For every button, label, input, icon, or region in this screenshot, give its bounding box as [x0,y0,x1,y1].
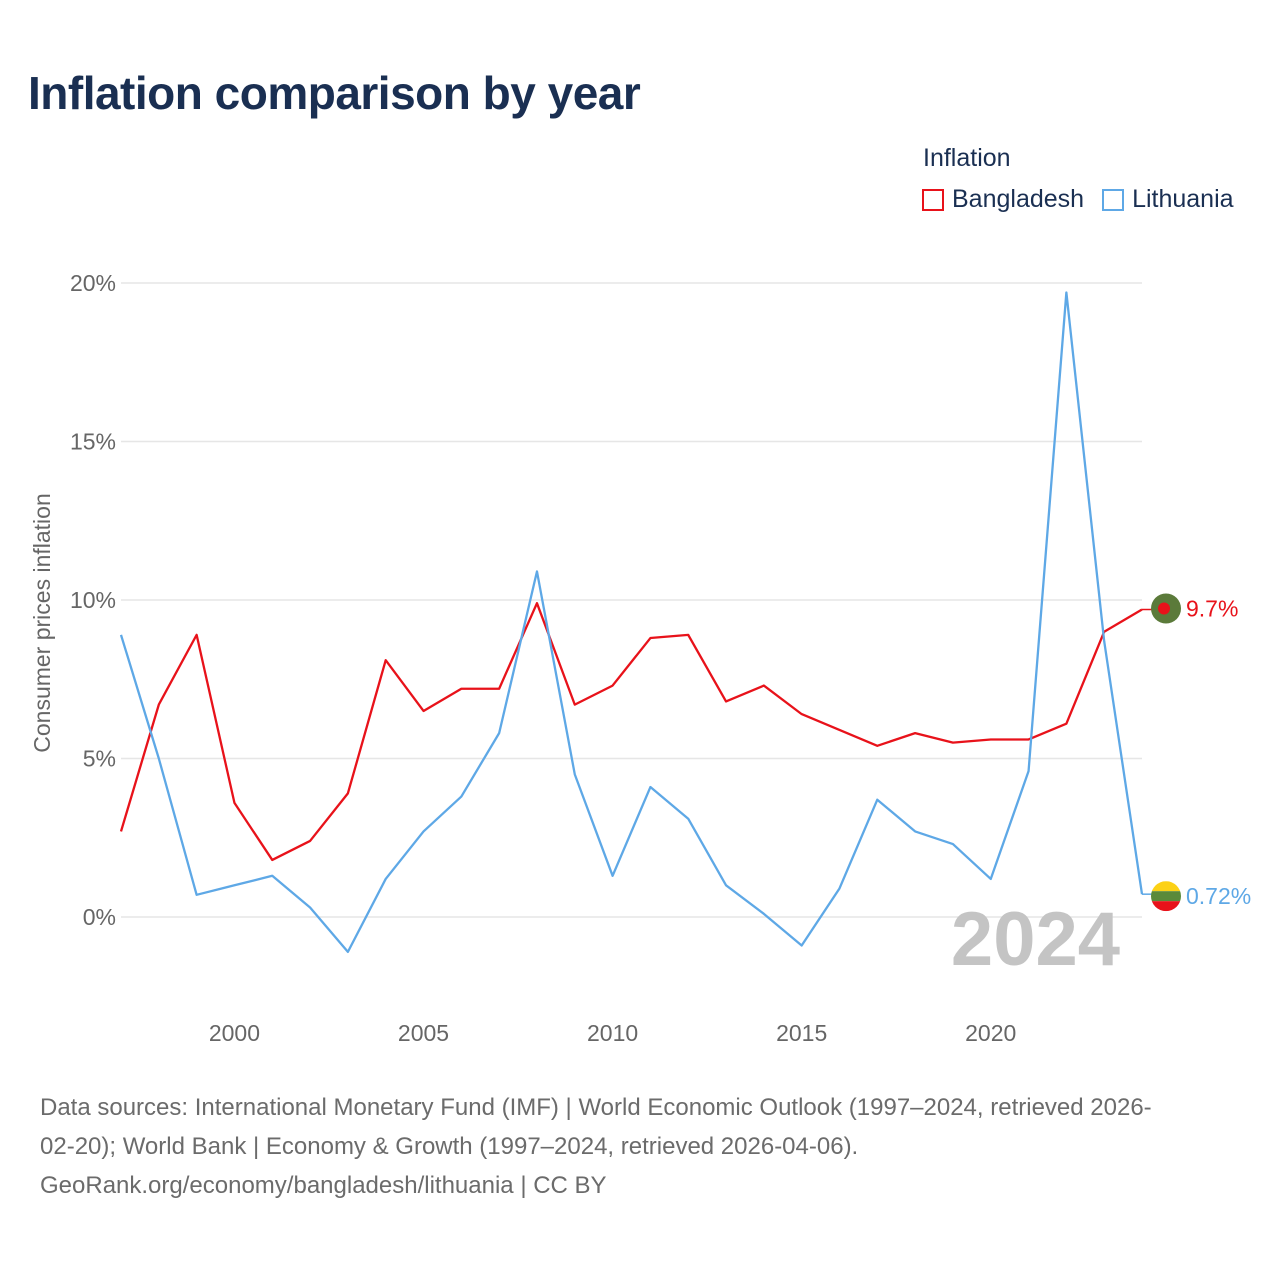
data-point-bangladesh [308,838,313,843]
data-point-lithuania [421,829,426,834]
series-line-bangladesh [119,602,1143,862]
line-chart: 0% 5% 10% 15% 20% 2000 2005 2010 2015 2020 Consume… [29,270,1251,1046]
data-point-lithuania [724,883,729,888]
data-point-lithuania [950,842,955,847]
legend-swatch-lithuania [1102,188,1125,211]
legend-label-lithuania: Lithuania [1132,185,1234,213]
data-point-bangladesh [799,712,804,717]
data-point-lithuania [119,632,124,637]
source-line-2: 02-20); World Bank | Economy & Growth (1… [40,1133,859,1160]
y-tick-label: 20% [70,270,116,296]
legend-label-bangladesh: Bangladesh [952,185,1085,213]
legend-title: Inflation [923,144,1011,172]
flag-lithuania-stripe [1151,891,1181,902]
data-point-lithuania [610,873,615,878]
data-point-lithuania [799,943,804,948]
data-point-lithuania [913,829,918,834]
end-label-lithuania: 0.72% [1186,883,1251,909]
data-point-bangladesh [724,699,729,704]
data-point-bangladesh [497,686,502,691]
data-point-bangladesh [610,683,615,688]
data-point-bangladesh [459,686,464,691]
data-point-bangladesh [383,658,388,663]
y-tick-label: 10% [70,587,116,613]
data-point-bangladesh [648,636,653,641]
source-line-1: Data sources: International Monetary Fun… [40,1094,1152,1121]
data-point-lithuania [686,816,691,821]
data-point-bangladesh [837,727,842,732]
data-point-bangladesh [156,702,161,707]
x-tick-label: 2015 [776,1020,827,1046]
data-point-bangladesh [232,800,237,805]
end-label-bangladesh: 9.7% [1186,596,1238,622]
data-point-bangladesh [270,857,275,862]
data-point-lithuania [572,772,577,777]
data-point-bangladesh [119,829,124,834]
y-tick-label: 0% [83,904,116,930]
data-point-lithuania [459,794,464,799]
data-point-bangladesh [761,683,766,688]
flag-bangladesh-disc [1158,602,1170,615]
flag-lithuania-icon [1151,881,1181,892]
data-point-bangladesh [534,601,539,606]
data-point-lithuania [534,569,539,574]
data-point-lithuania [194,892,199,897]
data-point-lithuania [383,876,388,881]
data-point-bangladesh [421,708,426,713]
data-point-bangladesh [686,632,691,637]
data-point-lithuania [648,785,653,790]
legend-swatch-bangladesh [922,188,944,211]
data-point-bangladesh [194,632,199,637]
data-point-lithuania [875,797,880,802]
y-axis-label: Consumer prices inflation [29,493,55,753]
data-point-bangladesh [572,702,577,707]
y-tick-label: 5% [83,746,116,772]
series-line-lithuania [119,291,1144,954]
data-point-bangladesh [345,791,350,796]
legend-item-bangladesh[interactable]: Bangladesh [922,185,1084,214]
data-point-lithuania [1102,639,1107,644]
data-point-bangladesh [913,731,918,736]
x-tick-label: 2020 [965,1020,1016,1046]
data-point-lithuania [156,756,161,761]
data-point-lithuania [1026,769,1031,774]
data-point-lithuania [988,876,993,881]
source-line-3: GeoRank.org/economy/bangladesh/lithuania… [40,1172,607,1199]
data-point-lithuania [497,731,502,736]
data-point-bangladesh [875,743,880,748]
data-point-lithuania [232,883,237,888]
data-point-lithuania [345,949,350,954]
source-notes: Data sources: International Monetary Fun… [40,1088,1250,1205]
flag-lithuania-stripe [1151,901,1181,912]
data-point-bangladesh [988,737,993,742]
data-point-lithuania [1064,290,1069,295]
data-point-bangladesh [1064,721,1069,726]
data-point-lithuania [308,905,313,910]
chart-title: Inflation comparison by year [28,67,641,119]
data-point-lithuania [837,886,842,891]
x-tick-label: 2010 [587,1020,638,1046]
data-point-bangladesh [950,740,955,745]
legend: Bangladesh Lithuania [922,185,1252,214]
y-tick-label: 15% [70,429,116,455]
legend-item-lithuania[interactable]: Lithuania [1102,185,1234,214]
x-tick-label: 2000 [209,1020,260,1046]
x-tick-label: 2005 [398,1020,449,1046]
year-watermark: 2024 [951,897,1120,982]
data-point-lithuania [270,873,275,878]
data-point-lithuania [761,911,766,916]
